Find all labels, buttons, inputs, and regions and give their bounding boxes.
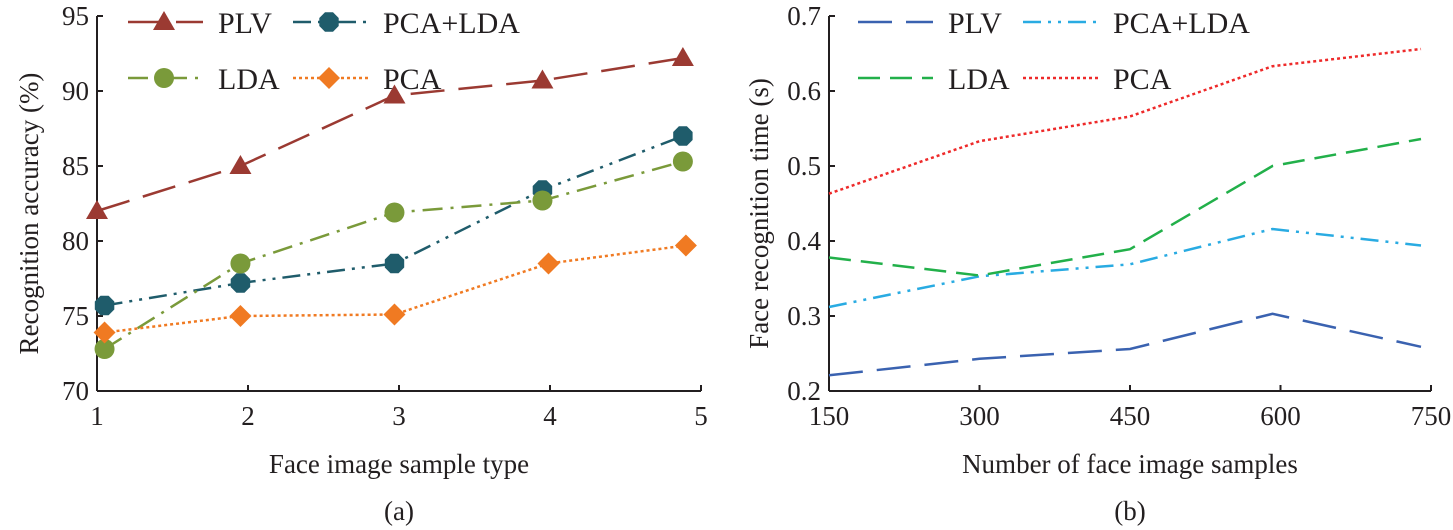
x-tick-label: 300 [959, 401, 1000, 431]
legend-label: PCA [1113, 63, 1172, 96]
circle-marker [154, 68, 174, 88]
x-tick-label: 4 [543, 401, 557, 431]
panel-label: (b) [1114, 496, 1145, 526]
diamond-marker [93, 321, 116, 344]
x-tick-label: 3 [392, 401, 406, 431]
series-lda [94, 151, 693, 359]
circle-marker [384, 202, 405, 223]
legend-entry: PLV [128, 7, 272, 40]
triangle-marker [86, 200, 108, 219]
circle-marker [230, 253, 251, 274]
series-plv [86, 47, 694, 219]
series-pca [93, 234, 697, 344]
legend-entry: PCA [1023, 63, 1172, 96]
series-line [828, 137, 1422, 277]
octagon-marker [230, 273, 251, 293]
y-tick-label: 0.5 [787, 151, 821, 181]
panel-label: (a) [384, 496, 414, 526]
y-tick-label: 95 [62, 1, 89, 31]
diamond-marker [383, 303, 406, 326]
circle-marker [94, 339, 115, 359]
x-tick-label: 150 [809, 401, 850, 431]
triangle-marker [671, 47, 694, 66]
x-tick-label: 5 [694, 401, 708, 431]
legend-label: PLV [948, 7, 1002, 40]
octagon-marker [94, 295, 115, 316]
legend-label: PCA+LDA [1113, 7, 1250, 40]
x-axis-label: Number of face image samples [962, 449, 1298, 479]
legend-entry: PLV [858, 7, 1002, 40]
triangle-marker [153, 11, 175, 30]
triangle-marker [531, 69, 554, 89]
y-tick-label: 0.4 [787, 226, 821, 256]
chart-panel-b: 0.2 0.3 0.4 0.5 0.6 0.7 150 300 450 600 750 Number … [744, 1, 1451, 526]
diamond-marker [674, 234, 697, 257]
series-line [104, 134, 684, 307]
x-tick-label: 450 [1110, 401, 1151, 431]
series-lda [828, 137, 1422, 277]
series-line [828, 312, 1422, 377]
legend-entry: PCA [293, 63, 442, 96]
x-tick-label: 600 [1260, 401, 1301, 431]
circle-marker [672, 151, 693, 172]
legend-entry: LDA [858, 63, 1010, 96]
series-pca-lda [828, 227, 1422, 309]
y-tick-label: 0.3 [787, 301, 821, 331]
x-tick-label: 2 [241, 401, 255, 431]
series-plv [828, 312, 1422, 377]
legend-entry: LDA [128, 63, 280, 96]
diamond-marker [537, 252, 560, 275]
x-tick-label: 750 [1411, 401, 1452, 431]
x-tick-label: 1 [90, 401, 104, 431]
legend-label: PLV [218, 7, 272, 40]
triangle-marker [383, 84, 406, 104]
y-axis-label: Face recognition time (s) [744, 78, 774, 349]
diamond-marker [318, 67, 340, 89]
y-tick-label: 0.7 [787, 1, 821, 31]
circle-marker [532, 190, 553, 211]
series-line [828, 47, 1422, 195]
series-line [828, 227, 1422, 309]
y-axis-label: Recognition accuracy (%) [14, 73, 44, 355]
x-axis-label: Face image sample type [269, 449, 529, 479]
diamond-marker [229, 305, 252, 327]
y-tick-label: 0.2 [787, 376, 821, 406]
legend-label: LDA [948, 63, 1010, 96]
legend-label: PCA+LDA [383, 7, 520, 40]
legend-label: LDA [218, 63, 280, 96]
y-tick-label: 90 [62, 76, 89, 106]
octagon-marker [673, 126, 693, 146]
y-tick-label: 70 [62, 376, 89, 406]
chart-panel-a: 70 75 80 85 90 95 1 2 3 4 5 Face image sample type (… [14, 1, 708, 526]
octagon-marker [384, 253, 405, 274]
y-tick-label: 0.6 [787, 76, 821, 106]
series-pca [828, 47, 1422, 195]
legend-entry: PCA+LDA [293, 7, 520, 40]
legend-label: PCA [383, 63, 442, 96]
legend-entry: PCA+LDA [1023, 7, 1250, 40]
octagon-marker [319, 12, 339, 32]
y-tick-label: 75 [62, 301, 89, 331]
y-tick-label: 85 [62, 151, 89, 181]
triangle-marker [229, 155, 252, 174]
y-tick-label: 80 [62, 226, 89, 256]
